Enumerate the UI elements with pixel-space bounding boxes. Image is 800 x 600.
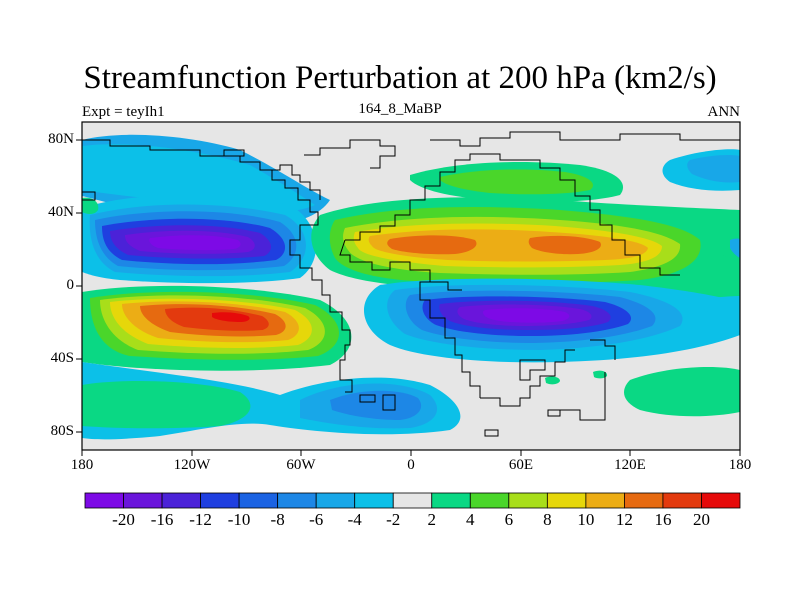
contour-se-green [624,367,740,417]
contour-euro-dkorange1 [387,235,477,255]
contour-small-green-1 [545,376,560,385]
colorbar-box [585,492,625,509]
colorbar-box [161,492,201,509]
left-string: Expt = teyIh1 [82,104,165,120]
colorbar-label: -2 [386,510,401,529]
contour-trough-7 [149,235,241,251]
lon-label-60e: 60E [508,457,534,473]
colorbar-label: -12 [189,510,212,529]
colorbar-box [508,492,548,509]
colorbar-label: 2 [427,510,437,529]
right-string: ANN [707,104,741,120]
colorbar-box [277,492,317,509]
colorbar-box [200,492,240,509]
colorbar-box [392,492,433,509]
lat-label-40n: 40N [48,204,74,220]
axis-ticks [76,139,741,456]
lat-label-80s: 80S [50,423,74,439]
contour-small-green-2 [593,370,608,379]
colorbar-label: 12 [615,510,633,529]
colorbar-label: 10 [577,510,595,529]
chart-title: Streamfunction Perturbation at 200 hPa (… [83,60,717,96]
lon-label-180e: 180 [728,457,752,473]
lat-label-80n: 80N [48,131,74,147]
contour-south-blue2 [330,390,422,420]
coastlines [82,131,740,437]
colorbar-label: -8 [270,510,285,529]
colorbar-box [546,492,587,509]
contour-euro-ltgreen-north [440,169,593,195]
colorbar-label: 8 [543,510,552,529]
lat-label-40s: 40S [50,350,74,366]
colorbar-box [431,492,471,509]
colorbar-box [84,492,124,509]
lon-label-60w: 60W [286,457,316,473]
colorbar-label: -4 [347,510,362,529]
colorbar-box [701,492,741,509]
colorbar-label: -10 [227,510,251,529]
colorbar-label: 16 [654,510,672,529]
center-string: 164_8_MaBP [358,101,442,117]
contour-right-edge-blue [730,238,740,258]
colorbar-box [238,492,279,509]
lon-label-180w: 180 [70,457,94,473]
contour-nw-cyan [82,144,315,213]
colorbar-box [315,492,356,509]
colorbar [84,492,741,509]
contour-euro-dkorange2 [528,235,601,255]
lon-label-120w: 120W [173,457,211,473]
contour-edge-green [82,197,99,214]
contour-ridge-8 [212,312,250,322]
colorbar-box [123,492,163,509]
colorbar-box [624,492,664,509]
contour-se-cyan [700,296,740,318]
contour-mid-trough-7 [482,308,570,323]
colorbar-label: -6 [309,510,324,529]
colorbar-label: -16 [150,510,174,529]
lon-label-0: 0 [407,457,415,473]
colorbar-label: -20 [112,510,135,529]
contour-ne-green [712,229,740,262]
colorbar-box [662,492,702,509]
lat-label-eq: 0 [66,277,75,293]
lon-label-120e: 120E [614,457,646,473]
contour-ridge-7 [165,307,269,331]
colorbar-label: 20 [692,510,710,529]
contour-ne-blue2 [687,155,740,183]
contour-field [82,122,740,450]
colorbar-label: 4 [466,510,475,529]
contour-south-green [82,380,251,429]
colorbar-label: 6 [504,510,514,529]
colorbar-box [354,492,394,509]
colorbar-box [469,492,510,509]
